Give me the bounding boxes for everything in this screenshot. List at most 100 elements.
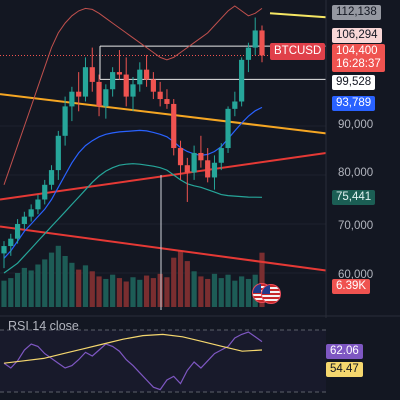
candle-body [110, 72, 116, 90]
candle-body [103, 89, 109, 107]
rsi-line [3, 331, 263, 391]
volume-bar [89, 271, 95, 307]
candle-body [259, 30, 265, 56]
price-scale-label: 80,000 [338, 167, 374, 179]
candle-body [76, 91, 82, 97]
candle-body [1, 246, 7, 254]
price-tag-ma-blue: 93,789 [332, 96, 376, 111]
volume-bar [225, 274, 231, 307]
candle-body [157, 91, 163, 100]
candle-body [205, 160, 211, 178]
candle-body [123, 74, 129, 97]
volume-bar [218, 278, 224, 307]
volume-bar [82, 265, 89, 307]
volume-bar [1, 280, 7, 307]
candle-body [62, 106, 68, 136]
volume-bar [184, 261, 190, 307]
volume-bar [62, 256, 68, 307]
volume-bar [28, 270, 34, 307]
volume-bar [110, 274, 116, 307]
volume-bar [14, 273, 21, 307]
volume-bar [76, 269, 82, 307]
volume-bar [232, 280, 238, 307]
volume-bar [21, 267, 27, 307]
rsi-ma-tag: 54.47 [326, 362, 363, 377]
price-tag-last: 104,400 16:28:37 [332, 44, 385, 72]
candle-body [48, 170, 55, 185]
candle-body [218, 148, 224, 163]
economic-events[interactable] [252, 283, 282, 305]
price-scale-label: 90,000 [338, 119, 374, 131]
volume-bar [137, 279, 143, 307]
volume-bar [198, 276, 204, 307]
volume-bar [239, 276, 245, 307]
us-flag-icon[interactable] [261, 284, 281, 304]
candle-body [164, 99, 170, 104]
volume-bar [150, 278, 156, 307]
candle-body [130, 84, 136, 97]
volume-bar [177, 250, 184, 307]
candle-body [245, 47, 252, 60]
bar-countdown: 16:28:37 [336, 58, 381, 70]
candle-body [55, 135, 61, 171]
candle-body [211, 162, 218, 178]
volume-bar [123, 281, 129, 307]
volume-bar [42, 259, 48, 307]
volume-bar [171, 257, 177, 307]
candle-body [42, 184, 48, 200]
candle-body [184, 165, 190, 173]
volume-bar [191, 271, 197, 307]
volume-bar [245, 278, 252, 307]
price-tag-ma-green: 75,441 [332, 190, 376, 205]
price-scale-label: 70,000 [338, 220, 374, 232]
volume-bar [96, 276, 102, 307]
volume-bar [164, 277, 170, 307]
candle-body [198, 152, 204, 161]
candle-body [89, 67, 95, 82]
candle-body [143, 69, 150, 80]
candle-body [21, 216, 27, 224]
volume-bar [205, 278, 211, 307]
symbol-label: BTCUSD [270, 43, 326, 60]
last-price: 104,400 [336, 45, 378, 57]
trendline-orange [0, 93, 327, 135]
price-scale-label: 60,000 [338, 269, 374, 281]
volume-bar [143, 275, 150, 307]
candle-body [69, 91, 75, 107]
rsi-band-fill [0, 330, 326, 392]
candle-body [150, 79, 156, 92]
candle-body [225, 108, 231, 149]
trendline-red-lower [0, 225, 327, 272]
candle-body [191, 152, 197, 173]
volume-bar [157, 273, 163, 307]
candle-body [35, 199, 41, 210]
volume-bar [211, 273, 218, 307]
price-chart[interactable] [0, 0, 400, 318]
volume-bar [259, 252, 265, 307]
rsi-ma-line [3, 333, 263, 364]
rsi-value-tag: 62.06 [326, 344, 363, 359]
volume-bar [48, 252, 55, 307]
volume-bar [130, 277, 136, 307]
volume-bar [8, 278, 14, 307]
volume-bar [116, 278, 123, 307]
candle-body [28, 209, 34, 217]
candle-body [8, 238, 14, 247]
price-tag-support: 99,528 [332, 75, 376, 90]
price-scale[interactable]: 90,000 80,000 70,000 60,000 [326, 0, 400, 318]
candle-body [252, 30, 258, 48]
volume-bar [35, 264, 41, 307]
volume-tag: 6.39K [332, 279, 371, 294]
price-tag-resistance: 106,294 [332, 28, 382, 43]
price-tag-high: 112,138 [332, 5, 381, 20]
volume-bar [55, 245, 61, 307]
candle-body [239, 59, 245, 102]
rsi-title: RSI 14 close [8, 319, 79, 333]
candle-body [96, 81, 102, 107]
candle-body [82, 67, 89, 97]
trendline-yellow [269, 12, 327, 19]
upper-band-line [3, 5, 263, 185]
volume-bar [69, 262, 75, 307]
